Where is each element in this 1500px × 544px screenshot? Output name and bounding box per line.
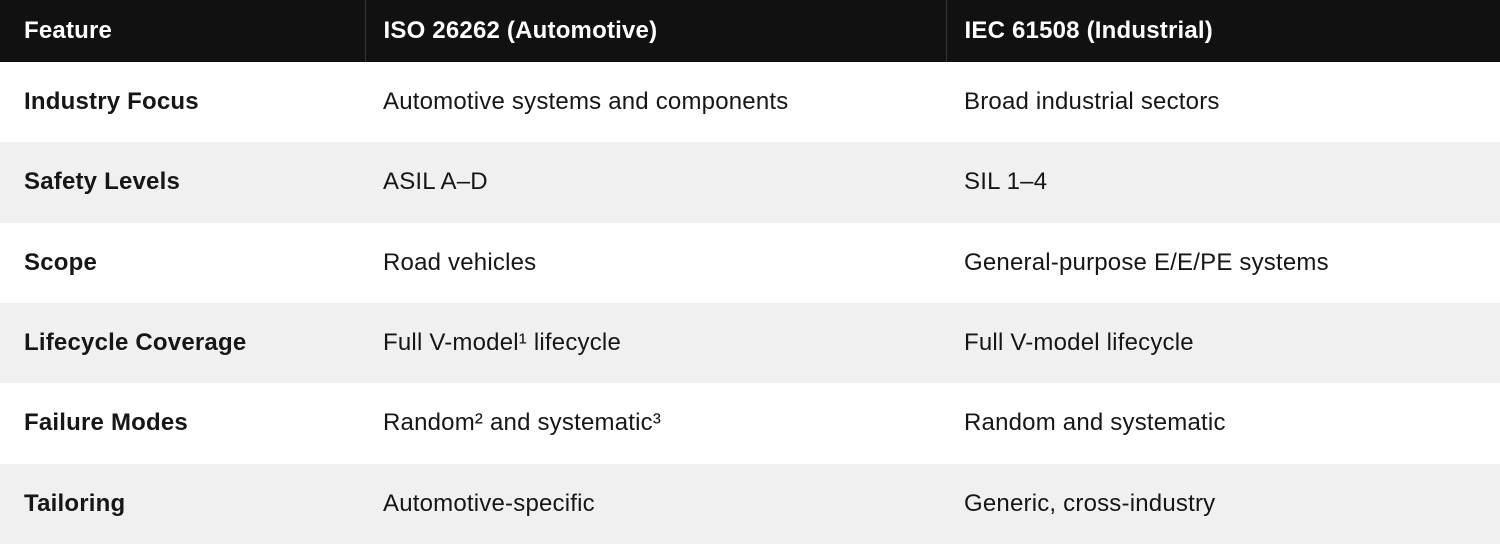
cell-feature: Safety Levels xyxy=(24,168,181,196)
table-row-lifecycle-coverage: Lifecycle Coverage Full V-model¹ lifecyc… xyxy=(0,302,1500,384)
cell-feature: Failure Modes xyxy=(24,409,188,437)
column-header-iso-26262: ISO 26262 (Automotive) xyxy=(364,0,946,62)
cell-feature: Industry Focus xyxy=(24,88,199,116)
table-row-tailoring: Tailoring Automotive-specific Generic, c… xyxy=(0,463,1500,544)
cell-iec: Full V-model lifecycle xyxy=(964,329,1194,357)
cell-feature: Tailoring xyxy=(24,489,126,517)
table-header: Feature ISO 26262 (Automotive) IEC 61508… xyxy=(0,0,1500,62)
table-row-safety-levels: Safety Levels ASIL A–D SIL 1–4 xyxy=(0,142,1500,223)
cell-feature: Lifecycle Coverage xyxy=(24,329,247,357)
cell-iec: SIL 1–4 xyxy=(964,168,1048,196)
column-header-feature: Feature xyxy=(0,0,365,62)
cell-iso: Random² and systematic³ xyxy=(383,409,662,437)
cell-iso: Automotive systems and components xyxy=(383,88,789,116)
cell-iec: Generic, cross-industry xyxy=(964,489,1216,517)
cell-iso: Automotive-specific xyxy=(383,489,595,517)
cell-iso: Road vehicles xyxy=(383,248,537,276)
header-row: Feature ISO 26262 (Automotive) IEC 61508… xyxy=(0,0,1500,62)
table-row-scope: Scope Road vehicles General-purpose E/E/… xyxy=(0,222,1500,303)
table-body: Industry Focus Automotive systems and co… xyxy=(0,62,1500,544)
table-row-failure-modes: Failure Modes Random² and systematic³ Ra… xyxy=(0,383,1500,464)
cell-iec: Broad industrial sectors xyxy=(964,88,1220,116)
cell-iso: ASIL A–D xyxy=(383,168,488,196)
cell-feature: Scope xyxy=(24,248,98,276)
cell-iso: Full V-model¹ lifecycle xyxy=(383,329,622,357)
column-header-iec-61508: IEC 61508 (Industrial) xyxy=(945,0,1500,62)
cell-iec: Random and systematic xyxy=(964,409,1226,437)
cell-iec: General-purpose E/E/PE systems xyxy=(964,248,1329,276)
table-row-industry-focus: Industry Focus Automotive systems and co… xyxy=(0,62,1500,143)
